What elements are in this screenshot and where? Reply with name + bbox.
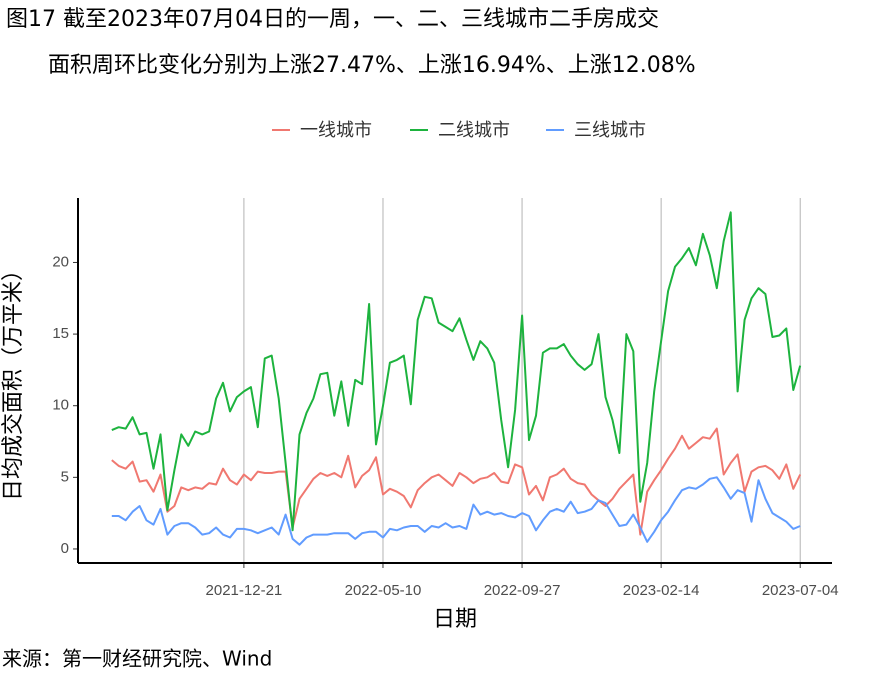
x-tick-label: 2022-09-27 bbox=[484, 582, 561, 599]
legend-label: 二线城市 bbox=[438, 120, 510, 141]
x-axis-label: 日期 bbox=[433, 607, 477, 632]
legend-label: 一线城市 bbox=[300, 120, 372, 141]
y-tick-label: 20 bbox=[52, 253, 69, 270]
x-tick-label: 2021-12-21 bbox=[206, 582, 283, 599]
line bbox=[111, 211, 802, 532]
chart-title: 面积周环比变化分别为上涨27.47%、上涨16.94%、上涨12.08% bbox=[48, 53, 696, 78]
y-tick-label: 0 bbox=[61, 540, 69, 557]
chart-title: 图17 截至2023年07月04日的一周，一、二、三线城市二手房成交 bbox=[6, 7, 659, 32]
line bbox=[111, 476, 801, 546]
line bbox=[111, 427, 802, 536]
y-axis-label: 日均成交面积（万平米） bbox=[1, 259, 26, 501]
x-tick-label: 2023-07-04 bbox=[762, 582, 839, 599]
y-tick-label: 10 bbox=[52, 397, 69, 414]
legend-label: 三线城市 bbox=[574, 120, 646, 141]
source: 来源：第一财经研究院、Wind bbox=[2, 647, 272, 671]
y-tick-label: 5 bbox=[61, 468, 69, 485]
y-tick-label: 15 bbox=[52, 325, 69, 342]
x-tick-label: 2022-05-10 bbox=[345, 582, 422, 599]
x-tick-label: 2023-02-14 bbox=[623, 582, 700, 599]
